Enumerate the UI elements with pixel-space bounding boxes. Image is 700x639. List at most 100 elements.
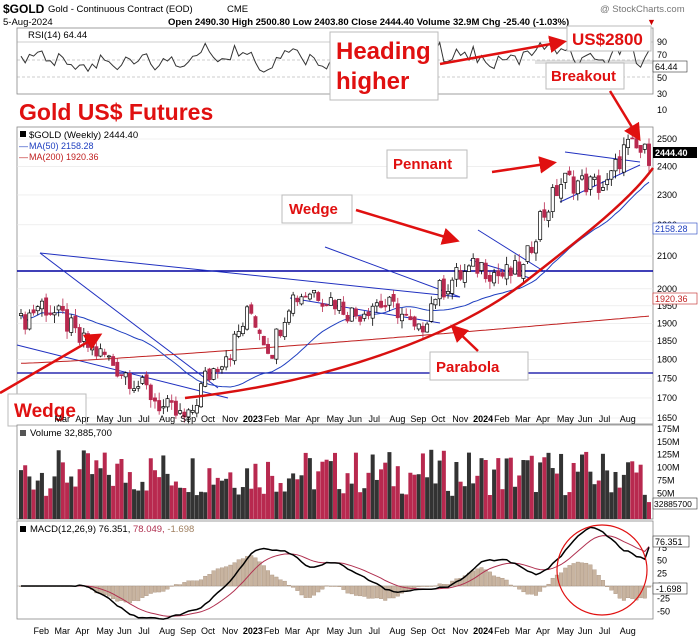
candle-body <box>299 296 304 305</box>
volume-bar <box>44 495 49 519</box>
volume-bar <box>642 494 647 519</box>
candle-body <box>266 343 270 354</box>
legend-main-swatch <box>20 131 26 137</box>
ma50-tag: 2158.28 <box>655 224 688 234</box>
x-tick-label: Sep <box>410 414 426 424</box>
candle-body <box>23 314 28 330</box>
macd-ticks: 7550250-25-50 <box>657 543 670 616</box>
x-tick-label: Sep <box>180 414 196 424</box>
volume-bar <box>39 472 44 519</box>
volume-bar <box>563 495 568 519</box>
macd-hist-bar <box>136 585 141 602</box>
target-label: US$2800 <box>572 30 643 49</box>
candle-body <box>546 211 551 221</box>
rsi-tag: 64.44 <box>655 62 678 72</box>
macd-hist-bar <box>588 564 593 587</box>
volume-bar <box>337 489 342 519</box>
x-tick-label: May <box>327 626 345 636</box>
volume-bar <box>584 451 589 519</box>
close-tag: 2444.40 <box>655 148 688 158</box>
legend-ma200: MA(200) 1920.36 <box>29 152 99 162</box>
macd-hist-bar <box>127 585 132 604</box>
rsi-label: RSI(14) 64.44 <box>28 30 87 41</box>
candle-body <box>228 358 233 361</box>
candle-body <box>429 303 434 322</box>
x-tick-label: Jun <box>348 414 363 424</box>
macd-hist-bar <box>395 585 400 597</box>
chart-title: Gold US$ Futures <box>19 99 213 125</box>
x-tick-label: Apr <box>536 414 550 424</box>
volume-bar <box>504 458 509 519</box>
candle-body <box>157 400 162 412</box>
legend-ma200-dash: — <box>19 152 28 162</box>
macd-hist-bar <box>504 579 509 587</box>
volume-bar <box>249 488 254 519</box>
macd-hist-bar <box>203 575 208 587</box>
volume-bar <box>186 492 191 519</box>
volume-bar <box>567 492 572 519</box>
volume-bar <box>521 460 526 519</box>
candle-body <box>517 261 522 277</box>
change-marker: ▼ <box>647 17 656 27</box>
volume-bar <box>23 465 28 519</box>
candle-body <box>249 304 254 314</box>
candle-body <box>136 386 141 389</box>
candle-body <box>106 355 111 358</box>
candle-body <box>420 325 425 333</box>
candle-body <box>253 316 258 328</box>
candle-body <box>609 170 614 180</box>
candle-body <box>362 313 367 319</box>
volume-bar <box>542 457 547 519</box>
macd-hist-bar <box>567 565 572 587</box>
macd-hist-bar <box>433 585 438 587</box>
macd-hist-bar <box>182 582 187 587</box>
x-tick-label: May <box>327 414 345 424</box>
volume-bar <box>106 474 111 519</box>
volume-bar <box>517 475 522 519</box>
volume-bar <box>529 455 534 519</box>
volume-tag: 32885700 <box>654 499 692 509</box>
volume-bar <box>621 474 626 519</box>
volume-bar <box>266 461 271 519</box>
x-tick-label: Jul <box>368 626 380 636</box>
candle-body <box>563 172 568 183</box>
macd-hist-bar <box>500 577 505 587</box>
macd-hist-bar <box>483 569 488 587</box>
macd-hist-bar <box>487 571 492 587</box>
volume-bar <box>182 487 187 519</box>
pennant-label: Pennant <box>393 156 452 173</box>
volume-tick-label: 50M <box>657 488 675 498</box>
candle-body <box>153 397 157 402</box>
candle-body <box>94 346 99 357</box>
volume-bar <box>312 489 317 519</box>
candle-body <box>44 297 49 316</box>
candle-body <box>395 303 400 319</box>
candle-body <box>630 137 635 140</box>
candle-body <box>521 264 526 279</box>
volume-bar <box>94 460 99 519</box>
macd-label-hist: -1.698 <box>165 524 195 535</box>
price-tick-label: 2500 <box>657 134 677 144</box>
macd-hist-bar <box>157 585 162 593</box>
candle-body <box>161 406 166 409</box>
annotation-arrows <box>0 35 641 395</box>
price-tick-label: 1750 <box>657 373 677 383</box>
arrow-wedge-left <box>0 333 103 395</box>
volume-bar <box>333 452 337 519</box>
volume-bar <box>592 484 597 519</box>
macd-hist-bar <box>617 585 622 599</box>
x-tick-label: Aug <box>389 414 405 424</box>
volume-bar <box>178 487 183 519</box>
x-tick-label: Oct <box>201 626 216 636</box>
x-tick-label: Nov <box>222 414 239 424</box>
volume-bar <box>148 458 153 519</box>
candle-body <box>291 294 296 314</box>
volume-bar <box>433 483 438 519</box>
candle-body <box>27 312 32 330</box>
x-tick-label: Jul <box>599 626 611 636</box>
volume-bar <box>500 489 505 519</box>
volume-tag-box <box>652 497 698 510</box>
macd-hist-bar <box>291 585 296 588</box>
candle-body <box>165 398 170 408</box>
volume-bar <box>379 469 384 519</box>
